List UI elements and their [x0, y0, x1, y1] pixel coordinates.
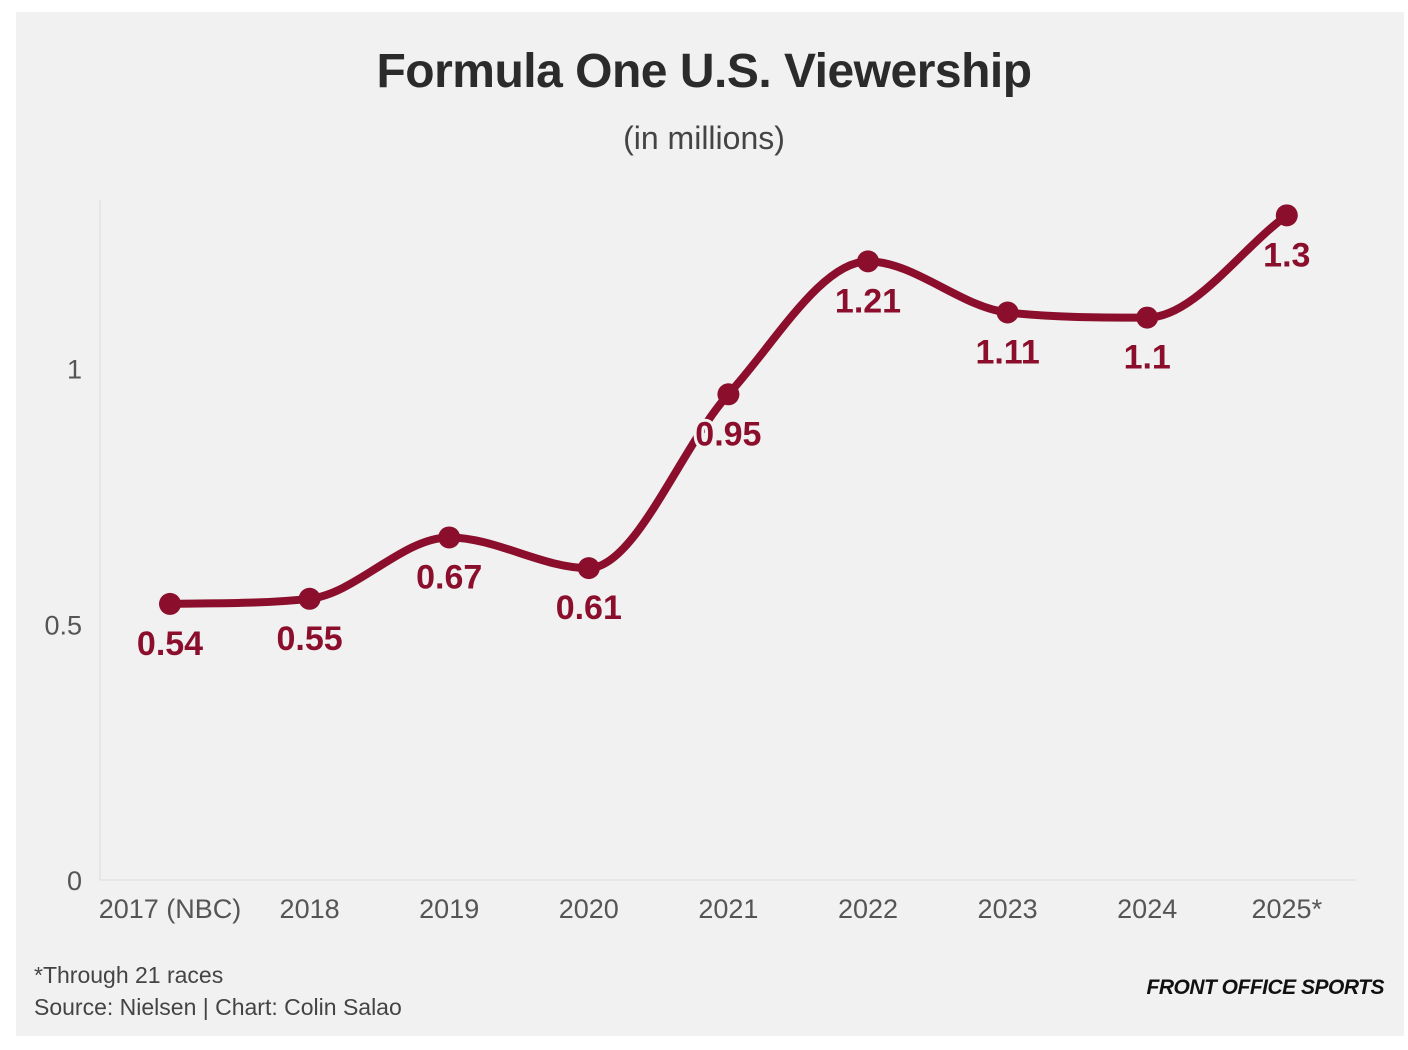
- data-label: 1.11: [975, 333, 1039, 371]
- data-point: [438, 526, 461, 549]
- y-tick-label: 1: [67, 355, 82, 385]
- x-tick-label: 2023: [978, 894, 1038, 924]
- data-label: 0.67: [416, 558, 482, 596]
- data-label: 0.61: [556, 589, 622, 627]
- footnote: *Through 21 races: [34, 962, 224, 988]
- data-point: [996, 301, 1019, 324]
- chart-axes: 0 0.5 1 2017 (NBC) 2018 2019 2020 2021 2022 2023 2…: [44, 200, 1356, 924]
- series-line: [166, 211, 1291, 608]
- data-point: [717, 383, 740, 406]
- data-point: [1275, 204, 1298, 227]
- chart-title: Formula One U.S. Viewership: [376, 45, 1032, 98]
- x-tick-label: 2021: [698, 894, 758, 924]
- chart-subtitle: (in millions): [623, 120, 785, 156]
- chart-data-labels: 0.54 0.55 0.67 0.61 0.95 1.21 1.11 1.1 1.3: [134, 233, 1314, 666]
- source-credit: Source: Nielsen | Chart: Colin Salao: [34, 994, 402, 1020]
- x-tick-label: 2024: [1117, 894, 1177, 924]
- chart-points: [159, 204, 1298, 615]
- x-tick-label: 2020: [559, 894, 619, 924]
- y-tick-label: 0: [67, 866, 82, 896]
- y-tick-label: 0.5: [44, 610, 82, 640]
- data-point: [577, 557, 600, 580]
- chart-card: [16, 12, 1404, 1036]
- x-tick-label: 2025*: [1252, 894, 1323, 924]
- brand-logo: FRONT OFFICE SPORTS: [1146, 976, 1385, 999]
- x-tick-label: 2019: [419, 894, 479, 924]
- data-label: 0.54: [137, 625, 203, 663]
- chart-series: [166, 211, 1291, 608]
- data-label: 1.21: [835, 282, 901, 320]
- data-label: 1.1: [1124, 339, 1171, 377]
- data-point: [857, 250, 879, 273]
- x-tick-label: 2018: [280, 894, 340, 924]
- data-point: [159, 592, 181, 615]
- data-point: [1136, 306, 1159, 329]
- x-tick-label: 2022: [838, 894, 898, 924]
- data-label: 1.3: [1263, 236, 1310, 274]
- x-tick-label: 2017 (NBC): [99, 894, 242, 924]
- data-label: 0.95: [695, 415, 761, 453]
- data-point: [298, 587, 321, 610]
- data-label: 0.55: [277, 620, 343, 658]
